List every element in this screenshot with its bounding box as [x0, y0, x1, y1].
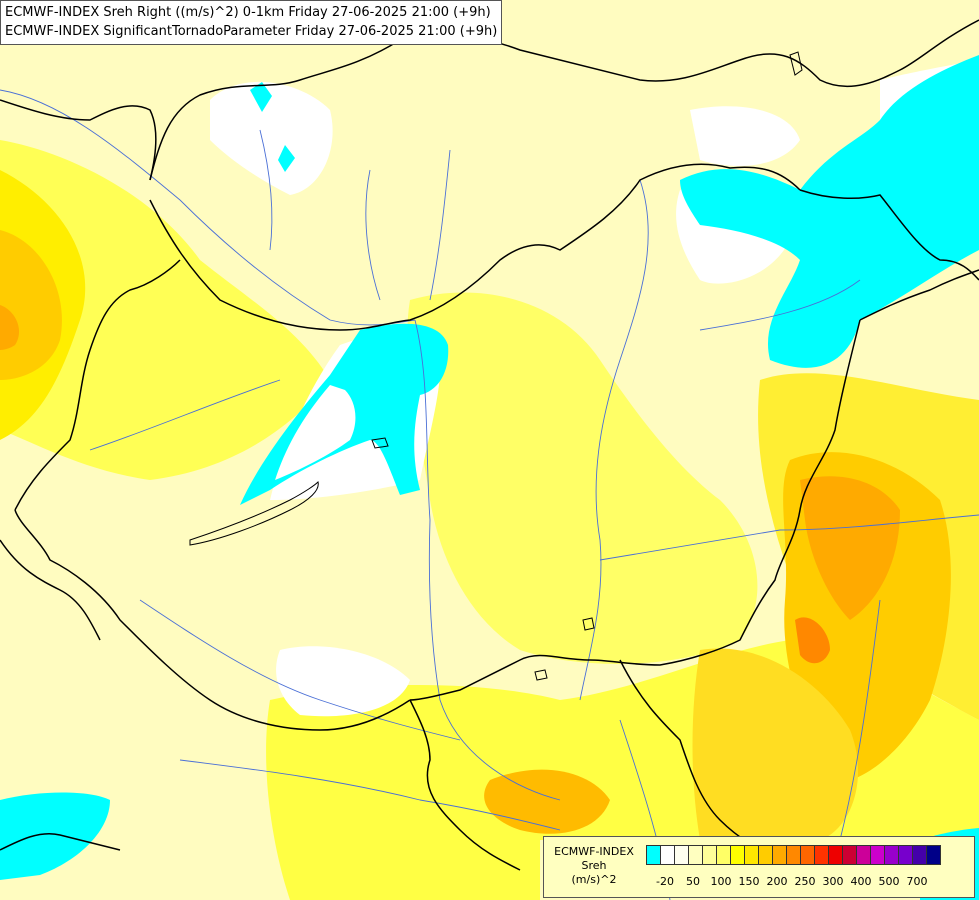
legend-swatch: [870, 845, 885, 865]
legend-tick-label: 700: [906, 875, 928, 888]
border-czech-slovakia: [0, 99, 157, 181]
legend-swatch: [842, 845, 857, 865]
legend-swatch: [786, 845, 801, 865]
legend-swatch: [814, 845, 829, 865]
lake-small-1: [371, 437, 389, 449]
legend-tick-label: 200: [766, 875, 788, 888]
white-area-south: [276, 646, 410, 717]
legend-swatch: [674, 845, 689, 865]
legend-swatch: [828, 845, 843, 865]
legend-variable: Sreh: [581, 859, 607, 872]
river-somes: [699, 279, 861, 331]
legend-tick-label: 500: [878, 875, 900, 888]
legend-swatch: [912, 845, 927, 865]
legend-label: ECMWF-INDEX Sreh (m/s)^2: [548, 845, 640, 887]
lakes: [189, 51, 803, 681]
legend-unit: (m/s)^2: [571, 873, 617, 886]
border-austria-hungary: [14, 259, 181, 511]
legend-swatch: [688, 845, 703, 865]
legend-swatch: [702, 845, 717, 865]
border-slovakia-north: [149, 19, 979, 181]
river-hron: [429, 149, 451, 301]
border-hungary-romania: [409, 319, 861, 701]
lake-balaton: [189, 481, 319, 546]
gold-region-south: [484, 769, 610, 834]
lake-small-4: [534, 669, 548, 681]
river-vah: [365, 169, 381, 301]
legend-tick-label: 50: [686, 875, 700, 888]
country-borders: [0, 19, 979, 871]
white-area-northeast: [690, 106, 800, 166]
border-ukraine-romania-2: [859, 269, 979, 321]
river-sava: [179, 759, 561, 831]
legend-swatch: [884, 845, 899, 865]
river-mures: [599, 514, 979, 561]
orange-spot-west: [0, 305, 20, 350]
lake-small-2: [789, 51, 803, 76]
cyan-area-southwest: [0, 792, 110, 880]
river-tisza: [579, 179, 649, 701]
river-danube-lower: [414, 319, 561, 801]
legend-swatch: [758, 845, 773, 865]
legend-swatch: [926, 845, 941, 865]
river-raba: [89, 379, 281, 451]
cyan-area-northeast: [680, 55, 979, 368]
legend-swatch: [744, 845, 759, 865]
legend-tick-label: 250: [794, 875, 816, 888]
map-title-sreh: ECMWF-INDEX Sreh Right ((m/s)^2) 0-1km F…: [5, 5, 491, 20]
river-drava: [139, 599, 461, 741]
river-danube-upper: [0, 89, 416, 326]
orange-region-east: [800, 476, 900, 620]
border-bosnia: [0, 832, 121, 851]
legend-swatch: [730, 845, 745, 865]
legend-swatch: [800, 845, 815, 865]
legend-swatch: [772, 845, 787, 865]
legend-swatch: [898, 845, 913, 865]
yellow-region-west: [0, 140, 330, 480]
border-romania-ukraine: [799, 189, 979, 281]
cyan-area-lake: [240, 323, 449, 505]
map-title-stp: ECMWF-INDEX SignificantTornadoParameter …: [5, 24, 498, 39]
legend-swatches: [646, 845, 941, 865]
legend-swatch: [856, 845, 871, 865]
gold-region-southeast: [692, 648, 859, 840]
legend-source: ECMWF-INDEX: [554, 845, 634, 858]
cyan-area-north-small-2: [278, 145, 295, 172]
field-shading: [0, 140, 979, 900]
border-hungary-croatia: [14, 509, 411, 731]
border-slovenia: [0, 539, 101, 641]
legend-tick-label: -20: [656, 875, 674, 888]
legend-ticks: -20 50 100 150 200 250 300 400 500 700: [647, 875, 977, 891]
river-olt: [839, 599, 881, 841]
legend-swatch: [660, 845, 675, 865]
border-hungary-slovakia: [149, 163, 801, 331]
map-title-box: ECMWF-INDEX Sreh Right ((m/s)^2) 0-1km F…: [0, 0, 503, 45]
legend-swatch: [716, 845, 731, 865]
white-area-north: [210, 81, 333, 195]
cyan-area-north-small: [250, 82, 272, 112]
legend-swatch: [646, 845, 661, 865]
lake-small-3: [582, 617, 595, 631]
color-legend: ECMWF-INDEX Sreh (m/s)^2 -20 50 100 150 200 2…: [543, 836, 975, 898]
legend-tick-label: 100: [710, 875, 732, 888]
river-morava: [259, 129, 273, 251]
border-croatia-serbia: [409, 699, 521, 871]
legend-tick-label: 150: [738, 875, 760, 888]
legend-tick-label: 300: [822, 875, 844, 888]
legend-tick-label: 400: [850, 875, 872, 888]
orange-core-east: [795, 617, 830, 664]
yellow-region-central: [407, 292, 758, 664]
